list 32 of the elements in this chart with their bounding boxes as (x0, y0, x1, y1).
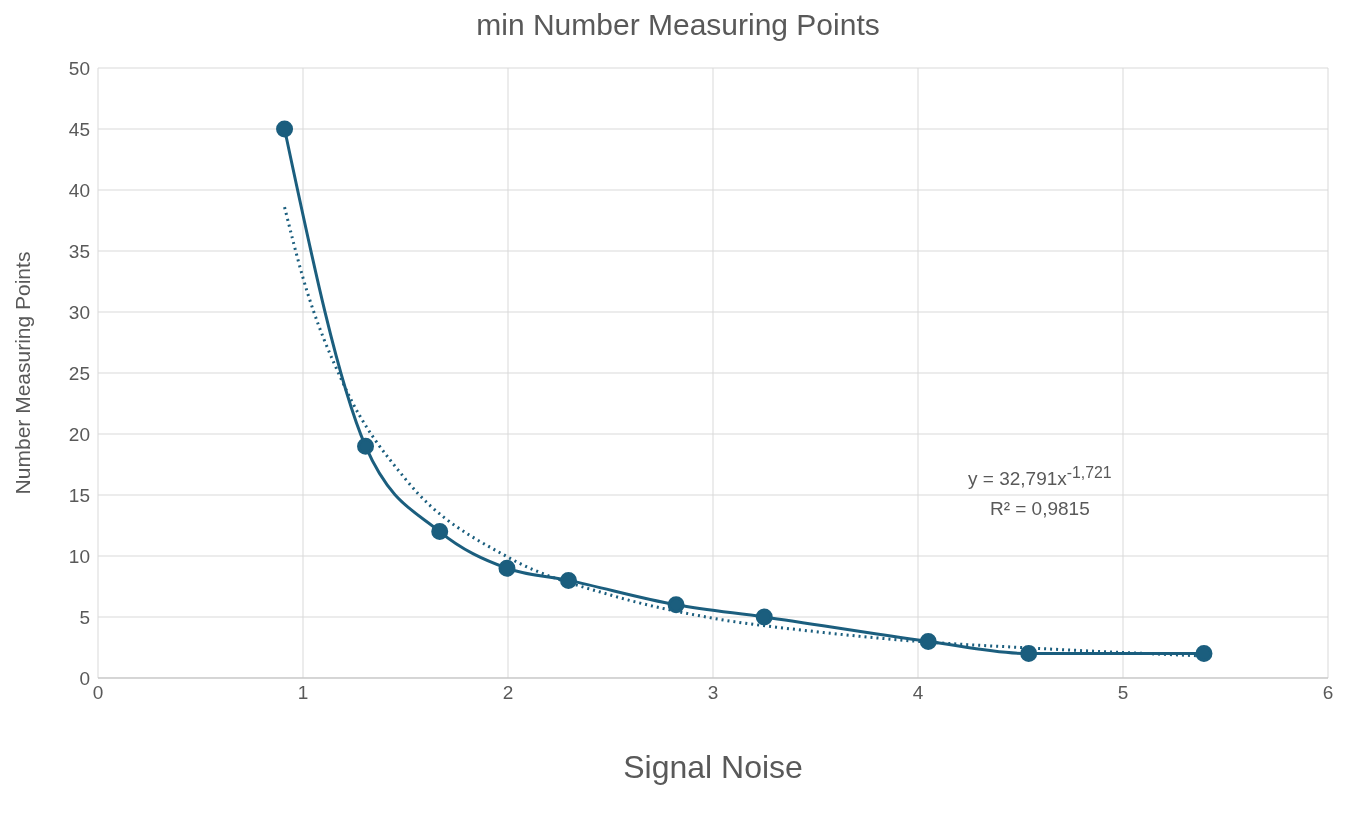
y-tick-label: 20 (68, 423, 90, 445)
point (667, 596, 685, 614)
y-tick-label: 25 (68, 362, 90, 384)
y-tick-label: 15 (68, 484, 90, 506)
point (755, 608, 773, 626)
x-axis-title: Signal Noise (623, 749, 803, 785)
y-tick-label: 50 (68, 57, 90, 79)
point (276, 120, 294, 138)
y-tick-label: 0 (79, 667, 90, 689)
point (1195, 645, 1213, 663)
y-tick-label: 35 (68, 240, 90, 262)
x-tick-label: 4 (912, 682, 924, 704)
y-axis-title: Number Measuring Points (11, 251, 35, 495)
y-tick-label: 5 (79, 606, 90, 628)
chart-title: min Number Measuring Points (475, 8, 881, 42)
point (919, 632, 937, 650)
x-tick-label: 2 (502, 682, 514, 704)
point (431, 523, 449, 541)
point (357, 437, 375, 455)
x-tick-label: 5 (1117, 682, 1129, 704)
point (1020, 645, 1038, 663)
point (559, 571, 577, 589)
annotation: R² = 0,9815 (988, 497, 1091, 522)
y-tick-label: 10 (68, 545, 90, 567)
y-tick-label: 30 (68, 301, 90, 323)
y-tick-label: 45 (68, 118, 90, 140)
x-tick-label: 6 (1322, 682, 1334, 704)
x-tick-label: 3 (707, 682, 719, 704)
y-tick-label: 40 (68, 179, 90, 201)
annotation: y = 32,791x$^{-1,721}$ (968, 463, 1112, 492)
x-tick-label: 1 (297, 682, 309, 704)
point (498, 559, 516, 577)
